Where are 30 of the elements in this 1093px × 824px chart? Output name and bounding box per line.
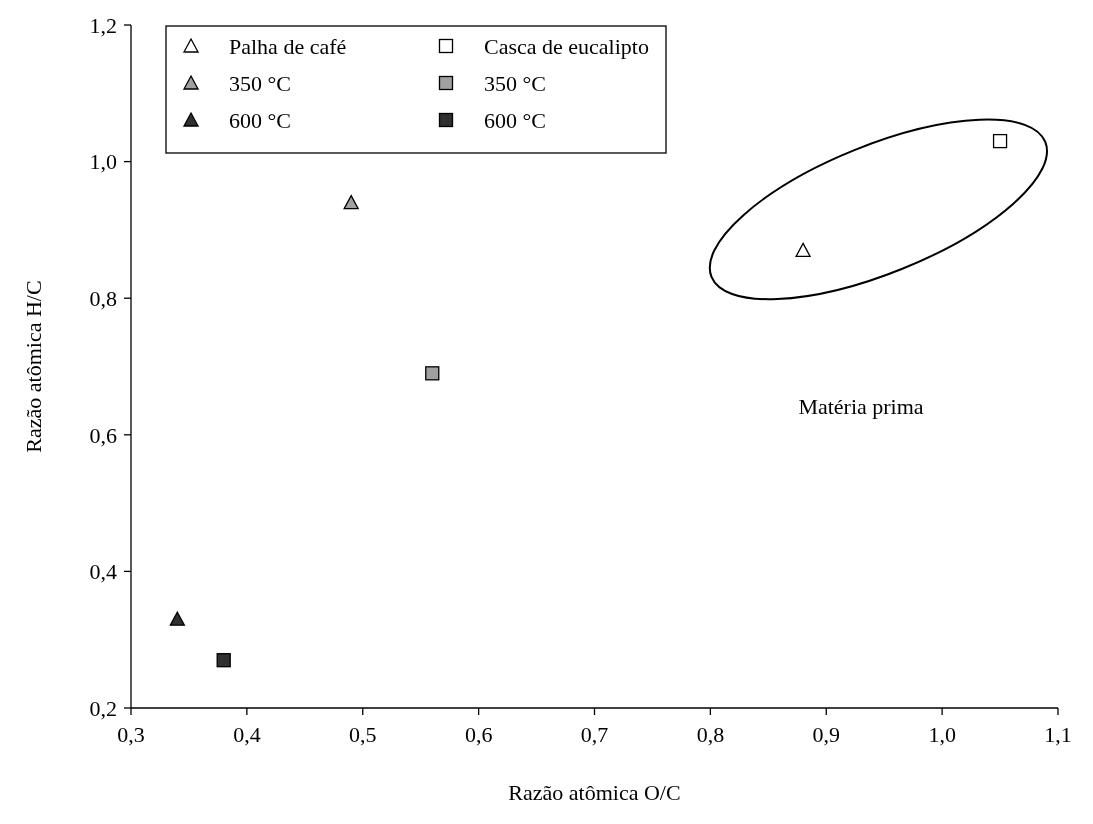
x-tick-label: 1,0: [928, 722, 956, 747]
y-tick-label: 0,4: [89, 559, 117, 585]
legend-label: 600 °C: [229, 107, 291, 133]
legend-label: 600 °C: [484, 107, 546, 133]
x-tick-label: 0,9: [812, 722, 840, 747]
point: [216, 653, 231, 668]
x-tick-label: 0,3: [117, 722, 145, 747]
y-tick-label: 1,0: [89, 149, 117, 175]
point: [795, 242, 811, 258]
point: [343, 194, 359, 210]
point: [169, 611, 185, 626]
point: [425, 366, 440, 381]
legend-label: Palha de café: [229, 33, 347, 59]
x-tick-label: 1,1: [1044, 722, 1072, 747]
y-axis-title: Razão atômica H/C: [21, 280, 46, 453]
x-tick-label: 0,5: [349, 722, 377, 747]
x-tick-label: 0,6: [464, 722, 493, 747]
legend-label: Casca de eucalipto: [484, 33, 649, 59]
x-axis-title: Razão atômica O/C: [508, 780, 681, 805]
y-tick-label: 0,8: [89, 285, 117, 311]
legend-label: 350 °C: [229, 70, 291, 96]
y-tick-label: 1,2: [89, 12, 117, 38]
legend-label: 350 °C: [484, 70, 546, 96]
x-tick-label: 0,4: [233, 722, 261, 747]
x-tick-label: 0,7: [580, 722, 609, 747]
y-tick-label: 0,2: [89, 695, 117, 721]
annotation: Matéria prima: [798, 394, 924, 420]
point: [992, 133, 1008, 149]
x-tick-label: 0,8: [696, 722, 725, 747]
y-tick-label: 0,6: [89, 422, 117, 448]
